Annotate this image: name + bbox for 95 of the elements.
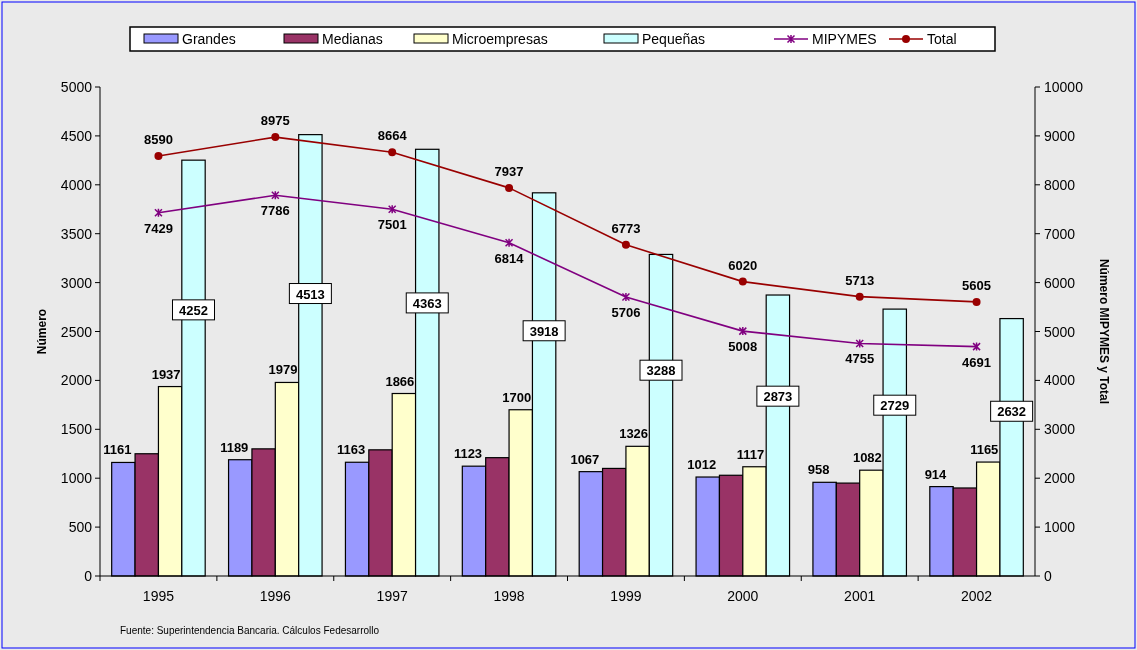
data-label: 1866	[385, 373, 415, 389]
data-label: 1117	[736, 446, 765, 462]
data-label: 1067	[570, 451, 600, 467]
data-label: 7429	[143, 220, 173, 236]
y-tick-label: 3500	[60, 225, 93, 242]
point	[154, 207, 163, 218]
y2-tick-label: 9000	[1044, 127, 1076, 144]
data-label: 4513	[295, 286, 325, 302]
x-tick-label: 2002	[960, 588, 993, 604]
data-label: 1012	[687, 457, 717, 473]
x-tick-label: 1995	[142, 588, 175, 604]
data-label: 1165	[970, 442, 999, 458]
legend-label: Medianas	[322, 31, 383, 47]
data-label: 5605	[962, 277, 992, 293]
point	[504, 238, 514, 248]
point	[388, 148, 397, 157]
legend-label: Grandes	[182, 31, 236, 47]
data-label: 1326	[619, 426, 649, 442]
point	[505, 183, 514, 192]
data-label: 6773	[611, 220, 641, 236]
data-label: 3918	[529, 323, 559, 339]
data-label: 2729	[880, 398, 910, 414]
y-tick-label: 500	[68, 519, 93, 536]
data-label: 7786	[260, 203, 290, 219]
y-tick-label: 2000	[60, 372, 93, 389]
x-tick-label: 2000	[727, 588, 759, 604]
data-label: 2632	[997, 404, 1027, 420]
y-tick-label: 1500	[60, 421, 93, 438]
x-tick-label: 1997	[376, 588, 408, 604]
data-label: 1163	[337, 442, 366, 458]
y2-tick-label: 10000	[1044, 79, 1084, 95]
y-tick-label: 3000	[60, 274, 93, 291]
data-label: 6020	[728, 257, 758, 273]
y2-tick-label: 3000	[1044, 421, 1076, 438]
y-tick-label: 4500	[60, 127, 93, 144]
data-label: 1082	[852, 450, 882, 466]
y2-tick-label: 0	[1044, 568, 1052, 584]
legend-label: Microempresas	[452, 31, 548, 47]
y2-tick-label: 6000	[1044, 274, 1076, 291]
data-label: 8975	[260, 113, 290, 129]
data-label: 4691	[962, 354, 992, 370]
x-tick-label: 1998	[493, 588, 525, 604]
data-label: 8664	[377, 128, 408, 144]
point	[621, 292, 631, 302]
data-label: 4755	[845, 351, 875, 367]
data-label: 7501	[377, 217, 407, 233]
data-label: 4252	[179, 302, 208, 318]
data-label: 1700	[502, 389, 532, 405]
point	[271, 190, 280, 201]
y-tick-label: 1000	[60, 470, 93, 487]
point	[738, 277, 747, 286]
data-label: 4363	[412, 295, 442, 311]
data-label: 8590	[143, 131, 173, 147]
data-label: 2873	[763, 389, 793, 405]
y2-tick-label: 7000	[1044, 225, 1076, 242]
point	[154, 151, 163, 160]
data-label: 6814	[494, 250, 525, 266]
legend-label: Total	[927, 31, 957, 47]
data-label: 914	[924, 466, 948, 482]
point	[271, 133, 280, 142]
y2-tick-label: 4000	[1044, 372, 1076, 389]
legend-label: MIPYMES	[812, 31, 877, 47]
y-tick-label: 0	[84, 568, 93, 584]
data-label: 1123	[453, 446, 483, 462]
point	[621, 240, 630, 249]
source-note: Fuente: Superintendencia Bancaria. Cálculos Fedesarrollo	[120, 625, 380, 636]
y-tick-label: 5000	[60, 79, 93, 95]
data-label: 3288	[646, 363, 676, 379]
data-label: 7937	[494, 163, 524, 179]
data-label: 5008	[728, 339, 758, 355]
point	[972, 297, 981, 306]
data-label: 1189	[220, 439, 249, 455]
data-label: 1161	[103, 442, 132, 458]
y2-tick-label: 2000	[1044, 470, 1076, 487]
y-tick-label: 4000	[60, 176, 93, 193]
point	[972, 341, 981, 352]
y-axis-title: Número	[35, 308, 49, 355]
y2-tick-label: 8000	[1044, 176, 1076, 193]
legend-label: Pequeñas	[642, 31, 706, 47]
data-label: 5713	[845, 272, 875, 288]
y2-tick-label: 5000	[1044, 323, 1076, 340]
y2-tick-label: 1000	[1044, 519, 1076, 536]
data-label: 1979	[268, 362, 298, 378]
point	[855, 292, 864, 301]
y2-axis-title: Número MIPYMES y Total	[1097, 258, 1111, 405]
point	[738, 326, 748, 336]
point	[855, 338, 864, 349]
data-label: 1937	[151, 366, 181, 382]
x-tick-label: 2001	[844, 588, 876, 604]
data-label: 5706	[611, 304, 641, 320]
y-tick-label: 2500	[60, 323, 93, 340]
x-tick-label: 1999	[610, 588, 642, 604]
point	[387, 204, 397, 214]
x-tick-label: 1996	[259, 588, 292, 604]
data-label: 958	[807, 462, 830, 478]
